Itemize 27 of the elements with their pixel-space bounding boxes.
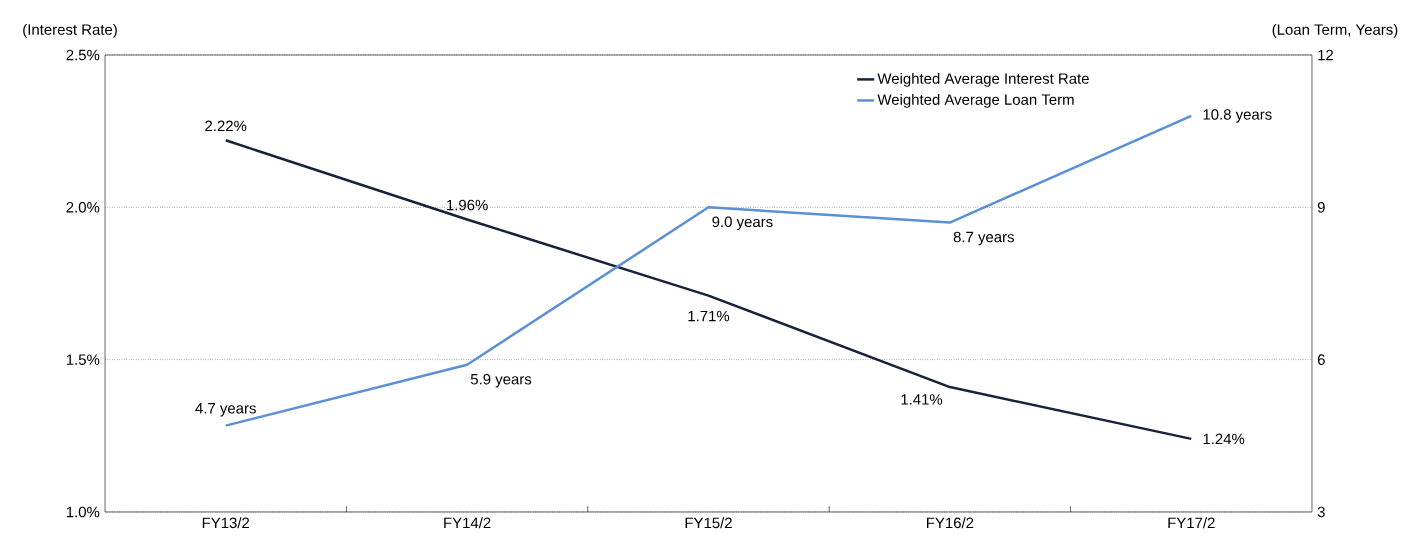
y-tick-label: 1.0%: [66, 506, 100, 518]
y2-tick-label: 9: [1317, 202, 1325, 213]
data-label: 1.41%: [901, 394, 943, 405]
x-tick-label: FY17/2: [1168, 517, 1215, 529]
data-label: 8.7 years: [953, 231, 1014, 246]
y2-tick-label: 3: [1317, 506, 1325, 518]
x-tick-label: FY16/2: [927, 517, 974, 529]
data-label: 1.96%: [447, 199, 488, 211]
data-label: 2.22%: [205, 120, 247, 132]
y2-tick-label: 12: [1318, 49, 1334, 61]
data-label: 10.8 years: [1203, 109, 1272, 123]
y-axis-title: (Interest Rate): [23, 23, 117, 38]
legend-label: Weighted Average Interest Rate: [877, 72, 1089, 87]
y-tick-label: 1.5%: [66, 354, 100, 365]
legend-label: Weighted Average Loan Term: [877, 93, 1074, 108]
data-label: 4.7 years: [195, 403, 256, 417]
y2-axis-title: (Loan Term, Years): [1272, 23, 1398, 38]
y2-tick-label: 6: [1317, 354, 1325, 365]
x-tick-label: FY13/2: [202, 517, 250, 529]
y-tick-label: 2.0%: [66, 202, 100, 213]
data-label: 1.24%: [1203, 433, 1245, 445]
x-tick-label: FY14/2: [444, 517, 491, 529]
x-tick-label: FY15/2: [685, 517, 732, 529]
data-label: 1.71%: [688, 310, 730, 322]
data-label: 9.0 years: [712, 216, 773, 231]
data-label: 5.9 years: [470, 373, 532, 388]
y-tick-label: 2.5%: [66, 49, 100, 61]
